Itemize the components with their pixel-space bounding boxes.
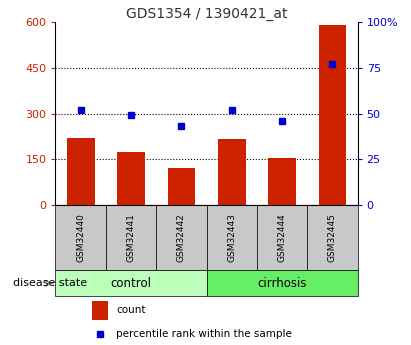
Text: GSM32444: GSM32444 <box>277 213 286 262</box>
Bar <box>268 158 296 205</box>
Bar <box>156 205 206 270</box>
Bar <box>257 205 307 270</box>
Bar <box>206 270 358 296</box>
Bar <box>307 205 358 270</box>
Text: disease state: disease state <box>13 278 87 288</box>
Bar <box>168 168 195 205</box>
Text: control: control <box>111 277 152 290</box>
Bar <box>218 139 245 205</box>
Bar <box>206 205 257 270</box>
Text: GSM32442: GSM32442 <box>177 213 186 262</box>
Text: GSM32440: GSM32440 <box>76 213 85 262</box>
Text: percentile rank within the sample: percentile rank within the sample <box>116 329 292 339</box>
Text: cirrhosis: cirrhosis <box>257 277 307 290</box>
Bar <box>55 270 206 296</box>
Text: GSM32441: GSM32441 <box>127 213 136 262</box>
Bar <box>319 26 346 205</box>
Text: count: count <box>116 305 145 315</box>
Text: GSM32445: GSM32445 <box>328 213 337 262</box>
Bar <box>106 205 156 270</box>
Bar <box>67 138 95 205</box>
Text: GSM32443: GSM32443 <box>227 213 236 262</box>
Bar <box>117 151 145 205</box>
Title: GDS1354 / 1390421_at: GDS1354 / 1390421_at <box>126 7 287 21</box>
Bar <box>92 301 109 320</box>
Bar <box>55 205 106 270</box>
